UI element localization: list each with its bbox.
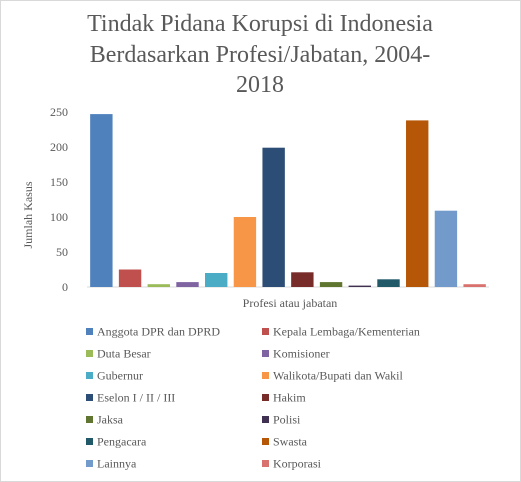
y-tick-label: 0 (62, 280, 68, 294)
legend-swatch (86, 350, 93, 357)
legend-swatch (262, 350, 269, 357)
legend-label: Anggota DPR dan DPRD (97, 325, 220, 339)
y-tick-label: 150 (50, 175, 68, 189)
bar (291, 272, 314, 287)
y-axis-ticks: 0 50 100 150 200 250 (50, 105, 68, 294)
bar (319, 282, 343, 287)
bar (434, 210, 458, 287)
legend-label: Kepala Lembaga/Kementerian (273, 325, 420, 339)
legend-swatch (86, 394, 93, 401)
y-tick-label: 200 (50, 140, 68, 154)
legend-label: Duta Besar (97, 347, 151, 361)
bar (406, 120, 429, 288)
legend-label: Walikota/Bupati dan Wakil (273, 369, 403, 383)
bar (147, 284, 170, 287)
chart-title-line: Berdasarkan Profesi/Jabatan, 2004- (90, 42, 431, 68)
bar (377, 279, 400, 287)
bar (262, 147, 285, 287)
legend-swatch (86, 416, 93, 423)
y-tick-label: 50 (56, 245, 68, 259)
bar (233, 217, 257, 287)
legend-swatch (262, 438, 269, 445)
legend-swatch (262, 328, 269, 335)
legend-label: Hakim (273, 391, 306, 405)
y-tick-label: 100 (50, 210, 68, 224)
y-axis-title: Jumlah Kasus (21, 181, 35, 248)
legend-label: Pengacara (97, 435, 147, 449)
legend-swatch (86, 460, 93, 467)
bar (463, 284, 486, 287)
legend-label: Korporasi (273, 457, 322, 471)
bar (205, 273, 228, 287)
legend-label: Komisioner (273, 347, 330, 361)
legend-label: Polisi (273, 413, 301, 427)
legend-swatch (262, 394, 269, 401)
legend-swatch (262, 416, 269, 423)
bar (348, 285, 371, 287)
bar (118, 269, 142, 287)
legend-label: Gubernur (97, 369, 143, 383)
chart-title-line: Tindak Pidana Korupsi di Indonesia (87, 11, 433, 37)
legend-label: Lainnya (97, 457, 137, 471)
bar (90, 114, 113, 287)
legend-swatch (262, 372, 269, 379)
bar (176, 282, 199, 287)
bars (90, 114, 486, 288)
legend-label: Jaksa (97, 413, 124, 427)
chart-title-line: 2018 (236, 72, 284, 98)
x-axis-title: Profesi atau jabatan (243, 296, 338, 310)
legend-swatch (262, 460, 269, 467)
chart-title: Tindak Pidana Korupsi di Indonesia Berdas… (87, 11, 433, 98)
legend: Anggota DPR dan DPRD Kepala Lembaga/Kemen… (86, 325, 420, 471)
legend-swatch (86, 372, 93, 379)
legend-swatch (86, 328, 93, 335)
legend-swatch (86, 438, 93, 445)
legend-label: Eselon I / II / III (97, 391, 175, 405)
legend-label: Swasta (273, 435, 308, 449)
y-tick-label: 250 (50, 105, 68, 119)
